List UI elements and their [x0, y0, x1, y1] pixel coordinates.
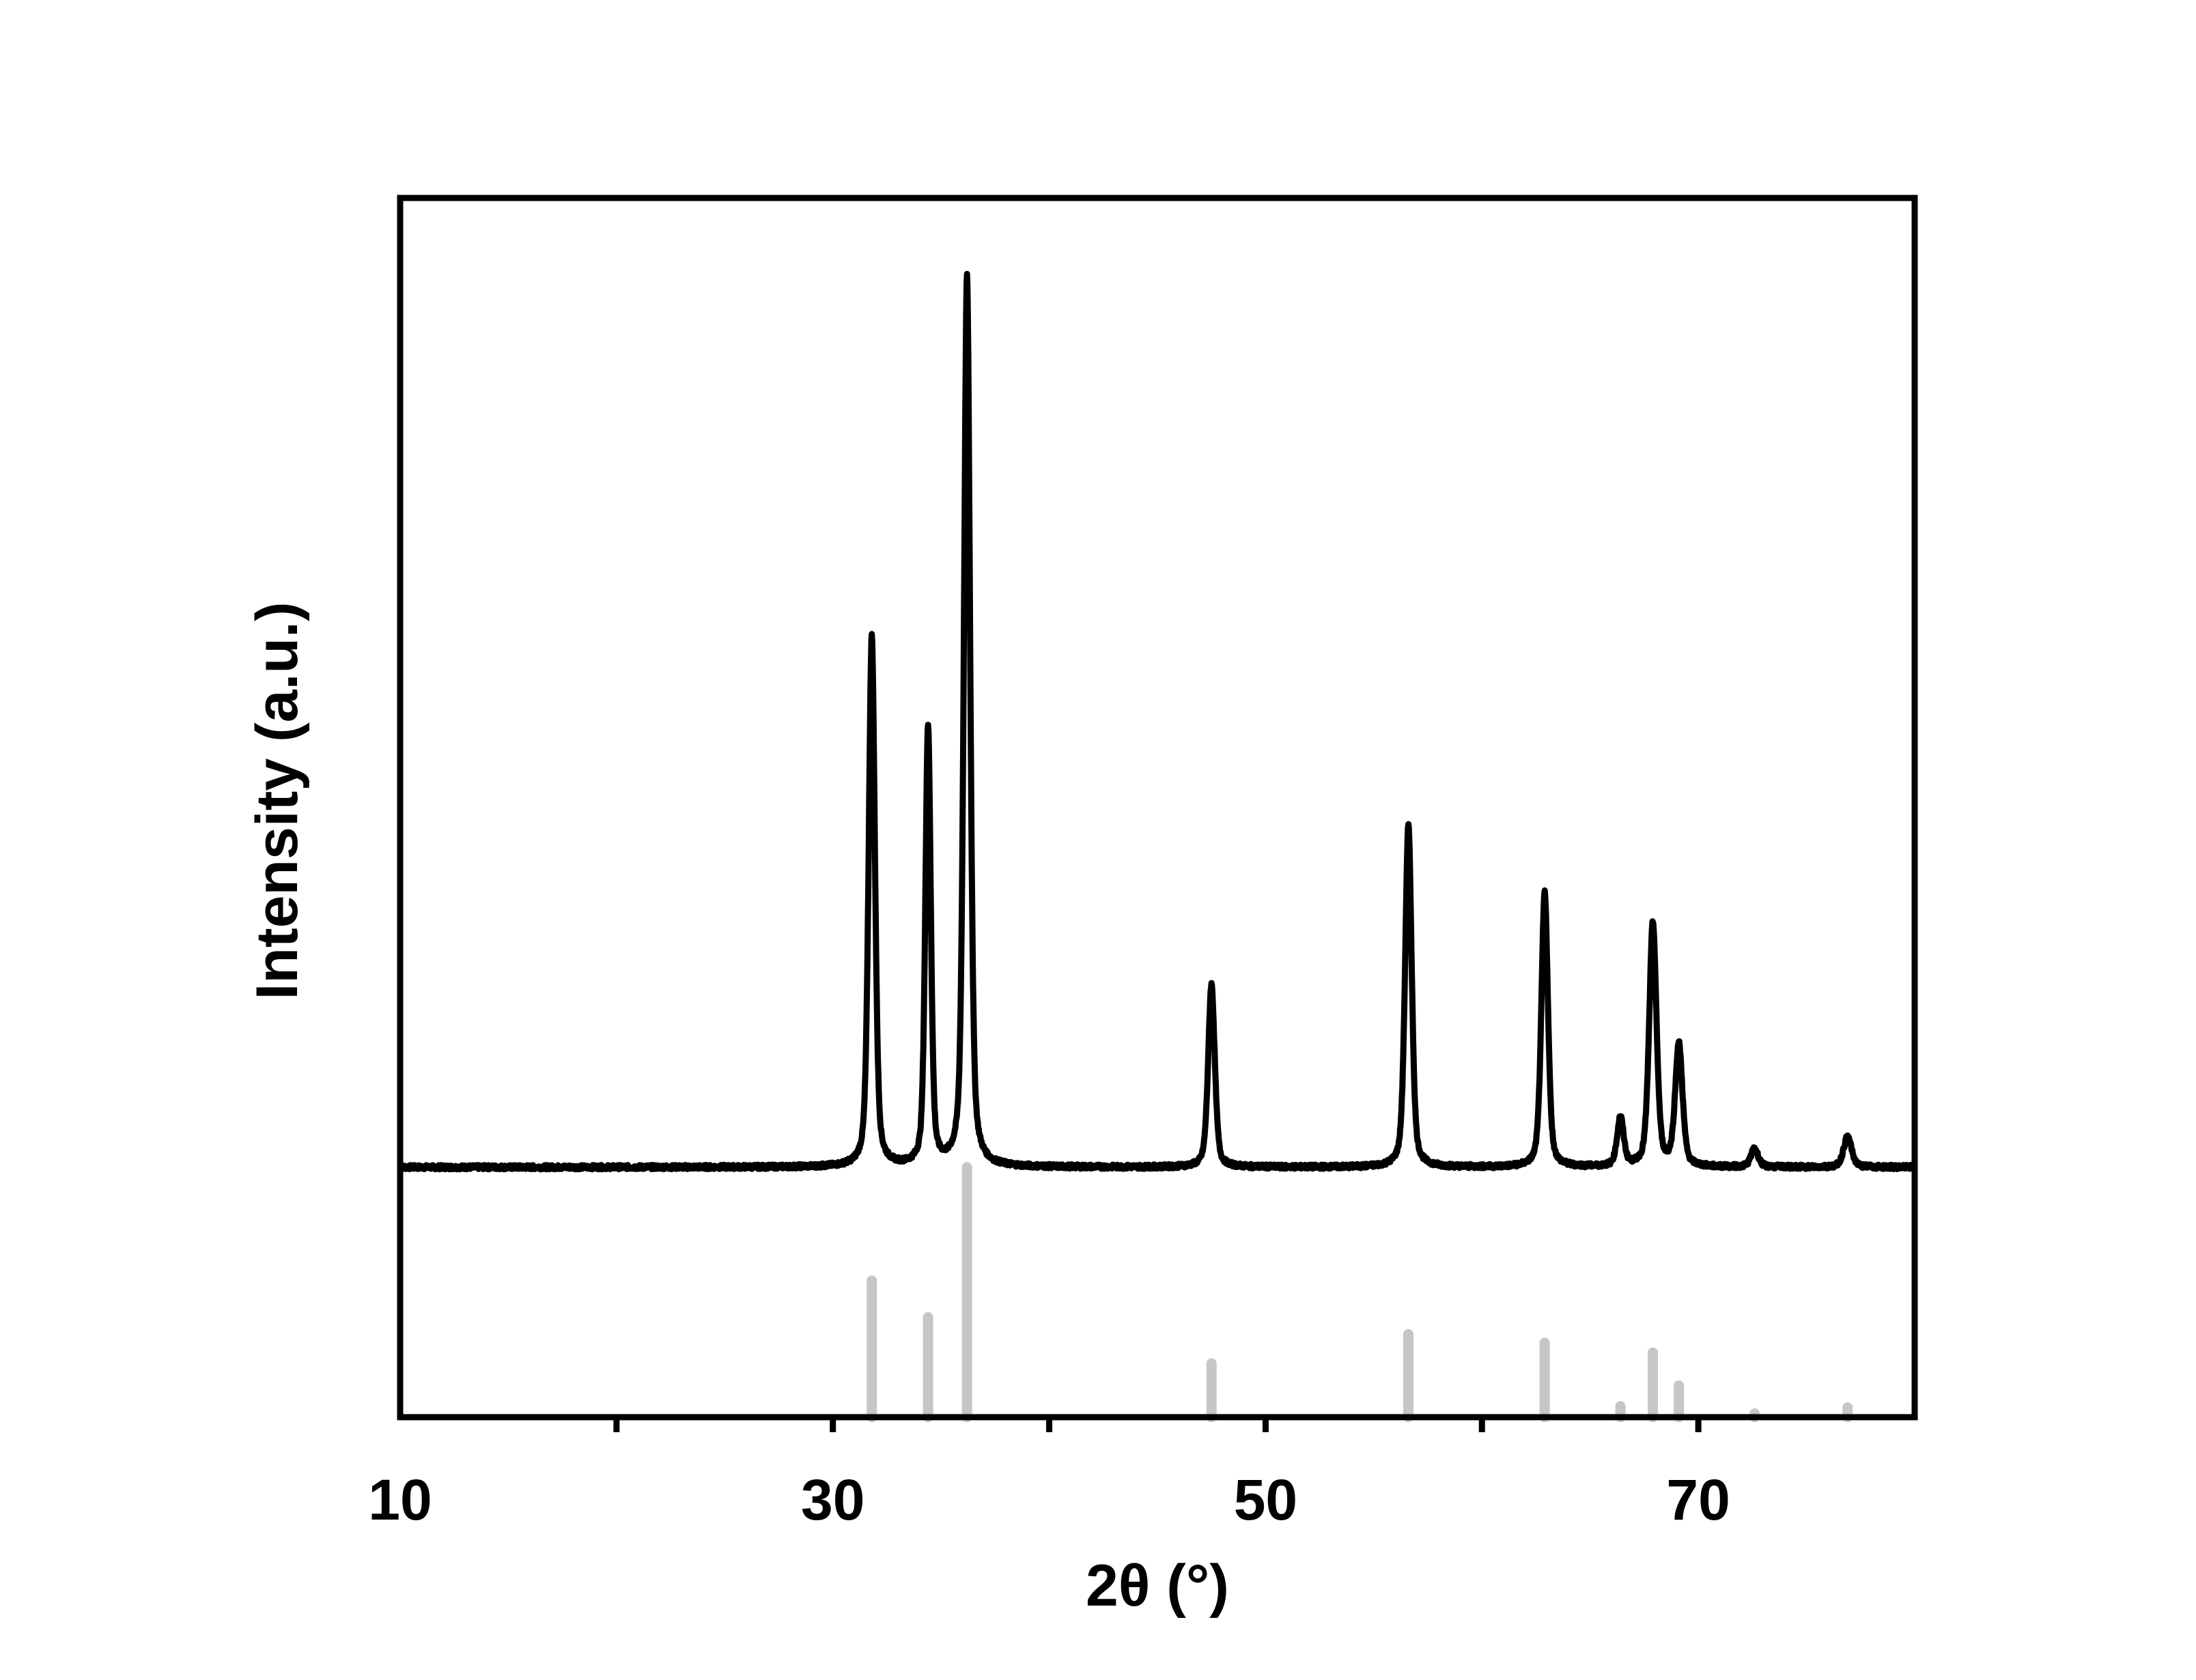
x-tick-label-50: 50: [1234, 1468, 1297, 1532]
pattern-layer: [397, 270, 1918, 1173]
xrd-pattern-line: [397, 270, 1918, 1173]
x-tick-label-30: 30: [801, 1468, 864, 1532]
x-axis-ticks: [613, 1417, 1702, 1432]
x-axis-tick-labels: 10 30 50 70: [368, 1468, 1730, 1532]
y-axis-title: Intensity (a.u.): [244, 602, 310, 1000]
plot-frame: [397, 195, 1918, 1421]
x-axis-title: 2θ (°): [1086, 1553, 1229, 1619]
reference-sticks-layer: [867, 1162, 1853, 1423]
x-tick-label-70: 70: [1666, 1468, 1730, 1532]
x-tick-label-10: 10: [368, 1468, 432, 1532]
